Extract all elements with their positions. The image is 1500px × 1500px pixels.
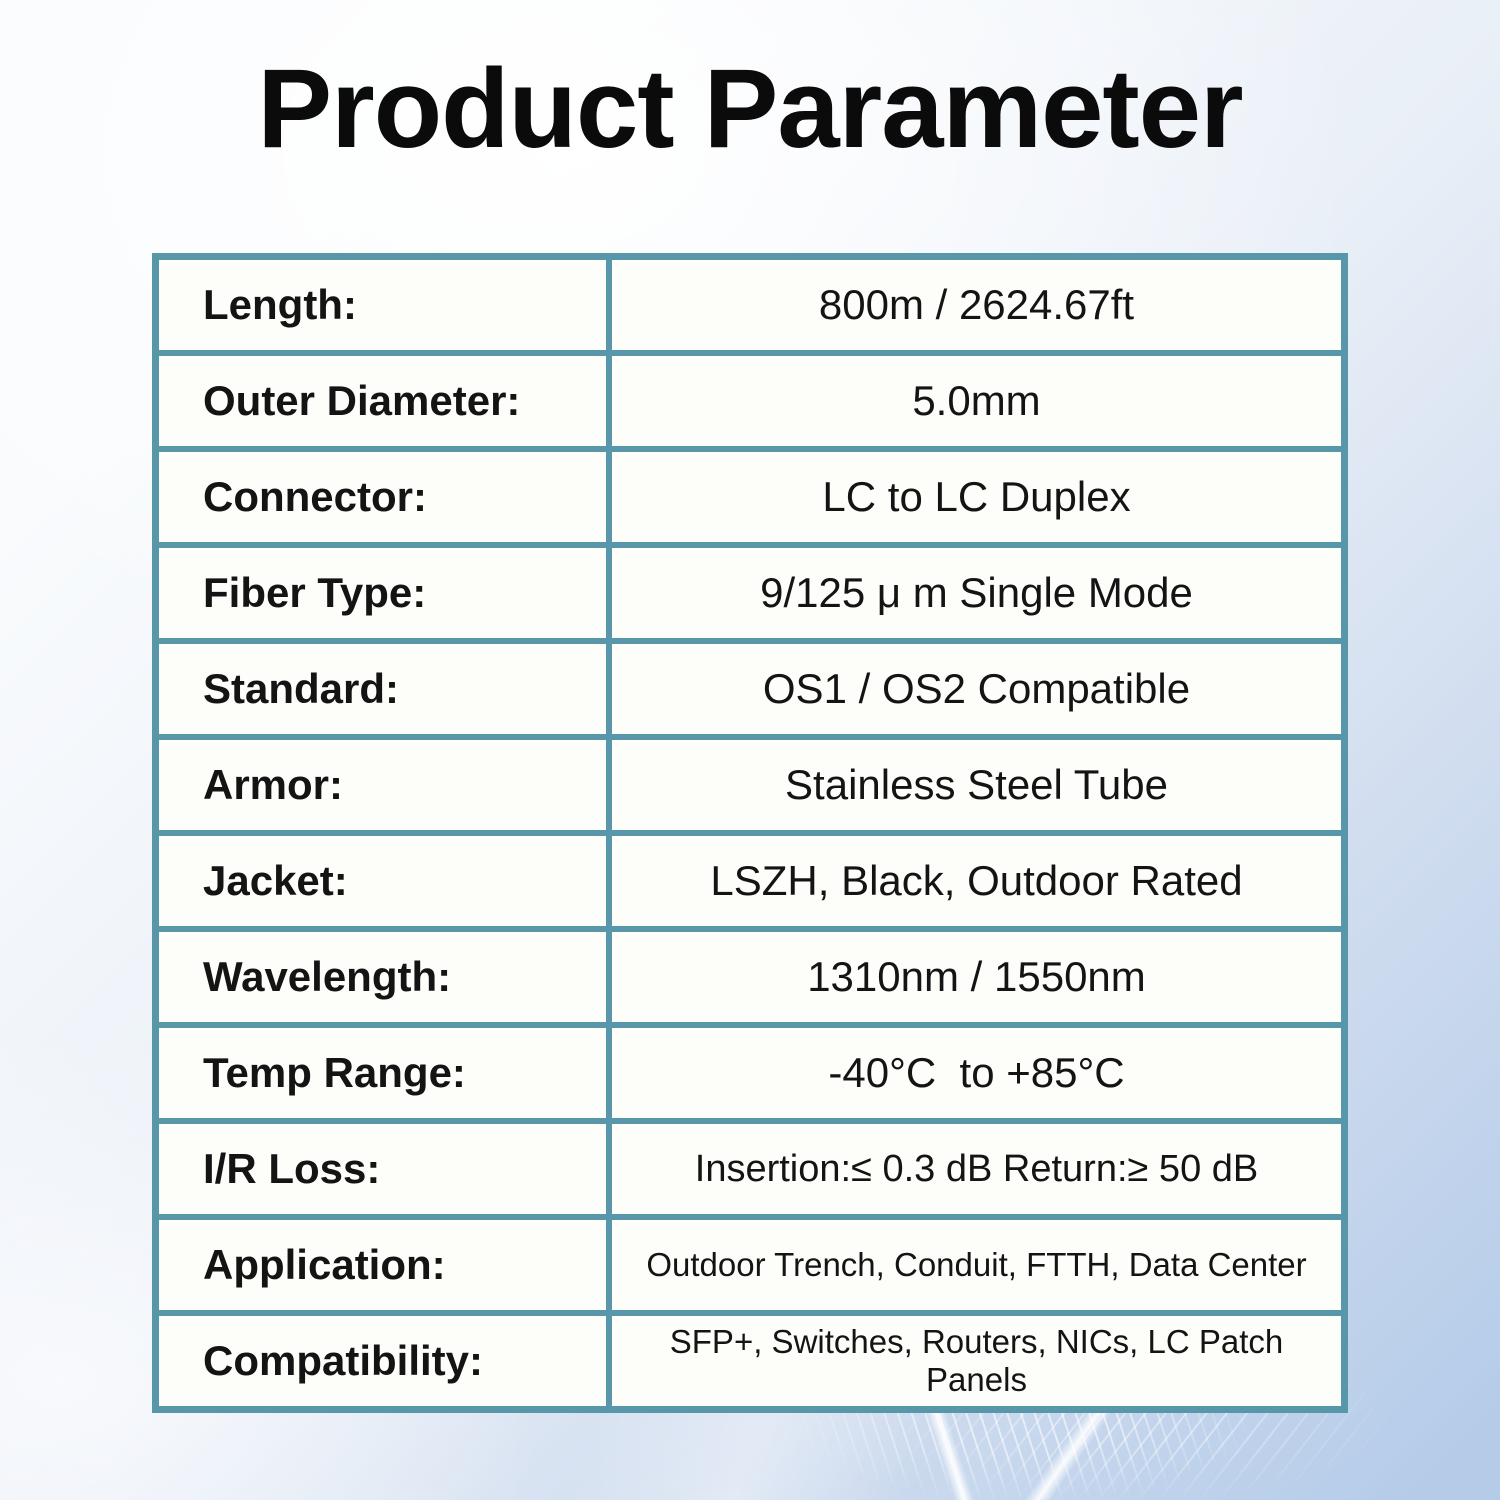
spec-label-jacket: Jacket:	[152, 830, 612, 932]
spec-label-temp-range: Temp Range:	[152, 1022, 612, 1124]
spec-value-armor: Stainless Steel Tube	[606, 734, 1348, 836]
table-row: Compatibility: SFP+, Switches, Routers, …	[152, 1310, 1348, 1413]
table-row: Wavelength: 1310nm / 1550nm	[152, 926, 1348, 1028]
spec-label-compatibility: Compatibility:	[152, 1310, 612, 1413]
spec-label-outer-diameter: Outer Diameter:	[152, 350, 612, 452]
table-row: Fiber Type: 9/125 μ m Single Mode	[152, 542, 1348, 644]
table-row: Jacket: LSZH, Black, Outdoor Rated	[152, 830, 1348, 932]
table-row: I/R Loss: Insertion:≤ 0.3 dB Return:≥ 50…	[152, 1118, 1348, 1220]
spec-value-temp-range: -40°C to +85°C	[606, 1022, 1348, 1124]
spec-value-length: 800m / 2624.67ft	[606, 253, 1348, 356]
spec-label-fiber-type: Fiber Type:	[152, 542, 612, 644]
spec-label-standard: Standard:	[152, 638, 612, 740]
product-parameter-table: Length: 800m / 2624.67ft Outer Diameter:…	[152, 253, 1348, 1413]
table-row: Connector: LC to LC Duplex	[152, 446, 1348, 548]
spec-label-length: Length:	[152, 253, 612, 356]
spec-value-fiber-type: 9/125 μ m Single Mode	[606, 542, 1348, 644]
spec-value-outer-diameter: 5.0mm	[606, 350, 1348, 452]
spec-value-jacket: LSZH, Black, Outdoor Rated	[606, 830, 1348, 932]
spec-value-connector: LC to LC Duplex	[606, 446, 1348, 548]
table-row: Application: Outdoor Trench, Conduit, FT…	[152, 1214, 1348, 1316]
spec-value-standard: OS1 / OS2 Compatible	[606, 638, 1348, 740]
spec-label-application: Application:	[152, 1214, 612, 1316]
spec-label-connector: Connector:	[152, 446, 612, 548]
table-row: Standard: OS1 / OS2 Compatible	[152, 638, 1348, 740]
table-row: Outer Diameter: 5.0mm	[152, 350, 1348, 452]
table-row: Armor: Stainless Steel Tube	[152, 734, 1348, 836]
spec-value-compatibility: SFP+, Switches, Routers, NICs, LC Patch …	[606, 1310, 1348, 1413]
page-title: Product Parameter	[257, 46, 1243, 171]
spec-value-application: Outdoor Trench, Conduit, FTTH, Data Cent…	[606, 1214, 1348, 1316]
spec-label-wavelength: Wavelength:	[152, 926, 612, 1028]
spec-label-armor: Armor:	[152, 734, 612, 836]
spec-value-wavelength: 1310nm / 1550nm	[606, 926, 1348, 1028]
table-row: Temp Range: -40°C to +85°C	[152, 1022, 1348, 1124]
table-row: Length: 800m / 2624.67ft	[152, 253, 1348, 356]
spec-value-ir-loss: Insertion:≤ 0.3 dB Return:≥ 50 dB	[606, 1118, 1348, 1220]
spec-label-ir-loss: I/R Loss:	[152, 1118, 612, 1220]
